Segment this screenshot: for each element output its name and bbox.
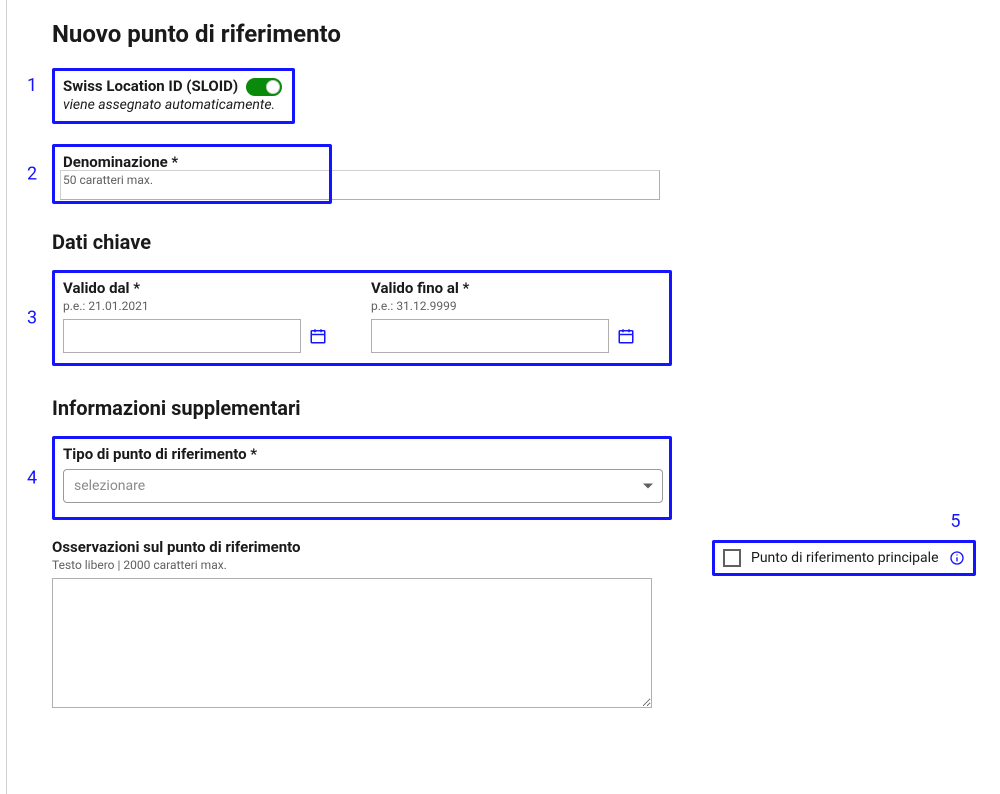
page-title: Nuovo punto di riferimento (52, 20, 1000, 48)
section-info-supp: Informazioni supplementari (52, 396, 1000, 420)
valido-dal-label: Valido dal * (63, 279, 343, 297)
denominazione-hint: 50 caratteri max. (63, 173, 319, 187)
calendar-icon[interactable] (309, 327, 327, 345)
section-dati-chiave: Dati chiave (52, 230, 1000, 254)
tipo-select[interactable]: selezionare (63, 469, 663, 503)
valido-dal-hint: p.e.: 21.01.2021 (63, 299, 343, 313)
page-container: Nuovo punto di riferimento 1 Swiss Locat… (0, 0, 1000, 712)
callout-3: 3 (27, 308, 37, 329)
sloid-label: Swiss Location ID (SLOID) (63, 77, 238, 95)
info-icon[interactable] (949, 550, 965, 566)
valido-fino-col: Valido fino al * p.e.: 31.12.9999 (371, 279, 651, 353)
denominazione-label: Denominazione * (63, 153, 319, 171)
valido-fino-hint: p.e.: 31.12.9999 (371, 299, 651, 313)
left-vertical-rule (6, 0, 7, 794)
principale-checkbox[interactable] (723, 549, 741, 567)
tipo-placeholder: selezionare (74, 478, 145, 494)
tipo-group: 4 Tipo di punto di riferimento * selezio… (52, 436, 672, 520)
callout-5: 5 (950, 511, 960, 532)
chevron-down-icon (643, 484, 653, 489)
callout-2: 2 (27, 164, 37, 185)
principale-group: 5 Punto di riferimento principale (712, 540, 976, 576)
callout-1: 1 (27, 75, 37, 96)
date-range-group: 3 Valido dal * p.e.: 21.01.2021 (52, 270, 672, 366)
sloid-row: Swiss Location ID (SLOID) (63, 77, 282, 97)
tipo-label: Tipo di punto di riferimento * (63, 445, 659, 463)
sloid-group: 1 Swiss Location ID (SLOID) viene assegn… (52, 68, 295, 124)
valido-dal-col: Valido dal * p.e.: 21.01.2021 (63, 279, 343, 353)
valido-fino-label: Valido fino al * (371, 279, 651, 297)
denominazione-group: 2 Denominazione * 50 caratteri max. (52, 144, 332, 204)
sloid-hint: viene assegnato automaticamente. (63, 97, 282, 113)
valido-fino-input[interactable] (371, 319, 609, 353)
sloid-toggle[interactable] (246, 78, 282, 96)
callout-4: 4 (27, 468, 37, 489)
toggle-knob (266, 80, 280, 94)
calendar-icon[interactable] (617, 327, 635, 345)
principale-label: Punto di riferimento principale (751, 550, 939, 566)
valido-dal-input[interactable] (63, 319, 301, 353)
osservazioni-textarea[interactable] (52, 578, 652, 708)
